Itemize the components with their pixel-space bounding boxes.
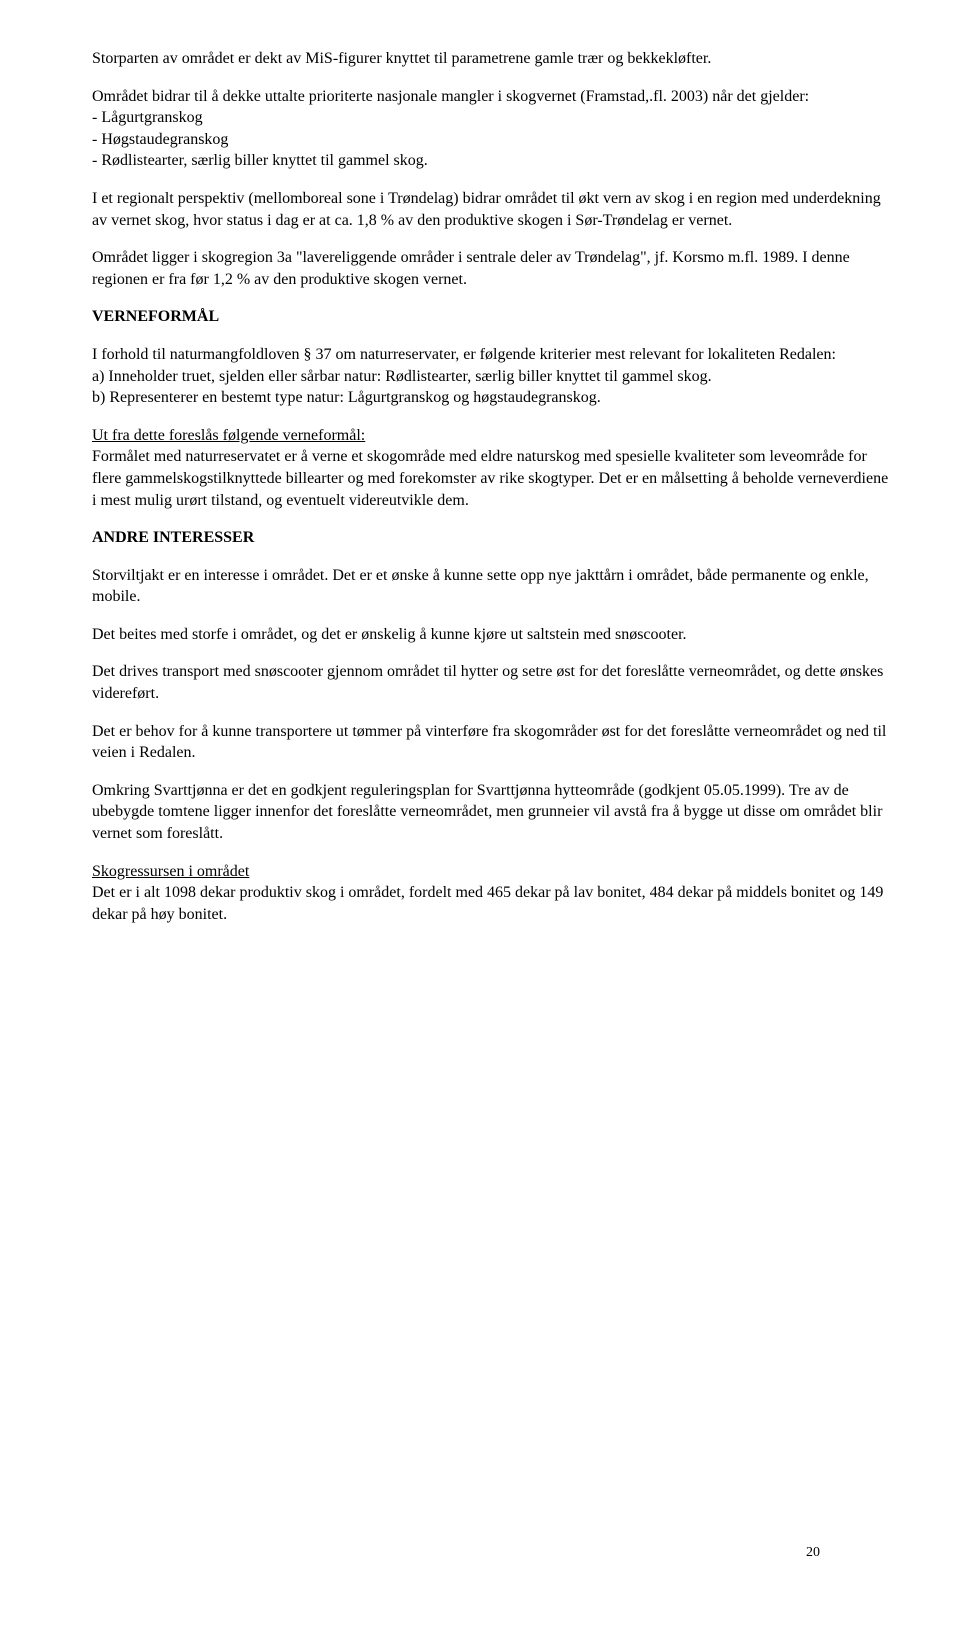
kriterier-a: a) Inneholder truet, sjelden eller sårba… [92, 368, 712, 385]
kriterier-lead: I forhold til naturmangfoldloven § 37 om… [92, 346, 836, 363]
formaal-heading: Ut fra dette foreslås følgende verneform… [92, 427, 365, 444]
paragraph-storfe: Det beites med storfe i området, og det … [92, 624, 890, 646]
paragraph-kriterier: I forhold til naturmangfoldloven § 37 om… [92, 344, 890, 409]
paragraph-intro: Storparten av området er dekt av MiS-fig… [92, 48, 890, 70]
paragraph-tommer: Det er behov for å kunne transportere ut… [92, 721, 890, 764]
paragraph-storviltjakt: Storviltjakt er en interesse i området. … [92, 565, 890, 608]
paragraph-regionalt: I et regionalt perspektiv (mellomboreal … [92, 188, 890, 231]
bullet-hogstaudegranskog: - Høgstaudegranskog [92, 129, 890, 151]
bullet-lagurtgranskog: - Lågurtgranskog [92, 107, 890, 129]
paragraph-skogvernet-lead: Området bidrar til å dekke uttalte prior… [92, 88, 809, 105]
paragraph-formaal: Ut fra dette foreslås følgende verneform… [92, 425, 890, 511]
heading-verneformal: VERNEFORMÅL [92, 306, 890, 328]
bullet-rodlistearter: - Rødlistearter, særlig biller knyttet t… [92, 150, 890, 172]
paragraph-skogvernet: Området bidrar til å dekke uttalte prior… [92, 86, 890, 172]
paragraph-transport: Det drives transport med snøscooter gjen… [92, 661, 890, 704]
formaal-text: Formålet med naturreservatet er å verne … [92, 448, 888, 508]
kriterier-b: b) Representerer en bestemt type natur: … [92, 389, 601, 406]
paragraph-svarttjonna: Omkring Svarttjønna er det en godkjent r… [92, 780, 890, 845]
page-number: 20 [806, 1544, 820, 1563]
paragraph-skogregion: Området ligger i skogregion 3a "lavereli… [92, 247, 890, 290]
paragraph-skogressursen: Det er i alt 1098 dekar produktiv skog i… [92, 882, 890, 925]
heading-andre-interesser: ANDRE INTERESSER [92, 527, 890, 549]
subheading-skogressursen: Skogressursen i området [92, 861, 890, 883]
